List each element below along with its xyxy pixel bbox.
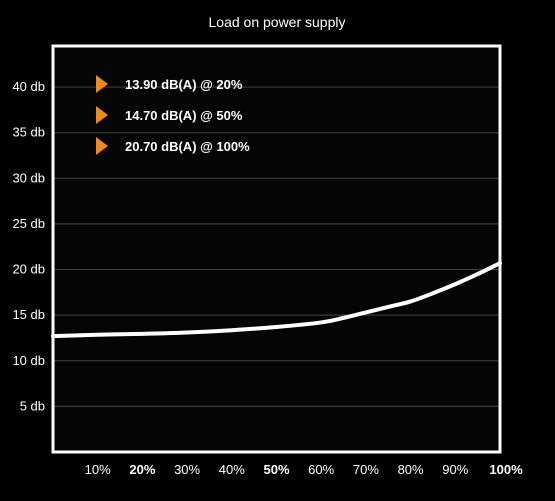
y-axis-ticks: 5 db 10 db 15 db 20 db 25 db 30 db 35 db 40 db	[12, 79, 45, 413]
series-layer	[51, 261, 502, 339]
y-tick-label: 15 db	[12, 307, 45, 322]
y-tick-label: 20 db	[12, 262, 45, 277]
y-tick-label: 25 db	[12, 216, 45, 231]
annotation-label: 13.90 dB(A) @ 20%	[125, 77, 243, 92]
x-tick-label: 70%	[353, 462, 379, 477]
annotation-label: 14.70 dB(A) @ 50%	[125, 108, 243, 123]
grid-lines	[53, 86, 500, 407]
triangle-marker-icon	[96, 137, 108, 155]
y-tick-label: 35 db	[12, 125, 45, 140]
x-tick-label: 60%	[308, 462, 334, 477]
x-tick-label: 50%	[263, 462, 289, 477]
x-tick-label: 80%	[398, 462, 424, 477]
plot-frame	[51, 44, 502, 454]
y-tick-label: 40 db	[12, 79, 45, 94]
x-tick-label: 40%	[219, 462, 245, 477]
y-tick-label: 10 db	[12, 353, 45, 368]
x-tick-label: 30%	[174, 462, 200, 477]
annotations: 13.90 dB(A) @ 20% 14.70 dB(A) @ 50% 20.70 …	[96, 75, 250, 155]
x-tick-label: 90%	[442, 462, 468, 477]
triangle-marker-icon	[96, 106, 108, 124]
triangle-marker-icon	[96, 75, 108, 93]
plot-area	[53, 46, 500, 452]
y-tick-label: 5 db	[20, 398, 45, 413]
annotation-label: 20.70 dB(A) @ 100%	[125, 139, 250, 154]
chart-title: Load on power supply	[209, 14, 346, 30]
y-tick-label: 30 db	[12, 170, 45, 185]
x-tick-label: 20%	[129, 462, 155, 477]
x-tick-label: 10%	[85, 462, 111, 477]
x-axis-ticks: 10% 20% 30% 40% 50% 60% 70% 80% 90% 100%	[85, 462, 523, 477]
x-tick-label: 100%	[489, 462, 523, 477]
